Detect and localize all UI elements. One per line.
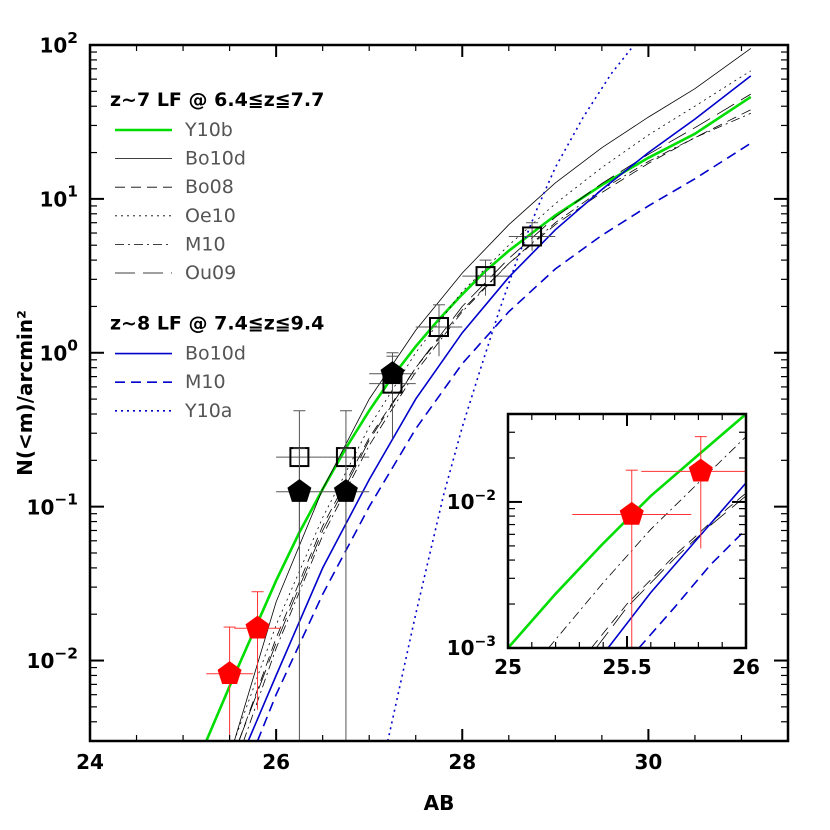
main-legend: z~7 LF @ 6.4≦z≦7.7 Y10b Bo10d Bo08 Oe10 M10 Ou… xyxy=(110,89,324,422)
x-tick-label: 25 xyxy=(494,655,522,679)
curve-z8-m10 xyxy=(256,142,752,741)
x-axis-title: AB xyxy=(424,791,455,815)
legend-label: Bo10d xyxy=(185,343,246,365)
data-point-red-pentagon xyxy=(245,615,270,639)
legend-title: z~8 LF @ 7.4≦z≦9.4 xyxy=(110,313,324,335)
curve-z7-ou09 xyxy=(238,93,752,741)
x-tick-label: 25.5 xyxy=(602,655,651,679)
x-tick-label: 28 xyxy=(448,750,476,774)
y-tick-label: 102 xyxy=(39,29,78,58)
curve-z7-bo10d xyxy=(233,48,752,741)
x-tick-label: 26 xyxy=(262,750,290,774)
legend-label: Bo08 xyxy=(185,176,234,198)
y-axis-title: N(<m)/arcmin² xyxy=(13,310,37,476)
main-axes: 24 26 28 30 10−2 10−1 100 101 102 xyxy=(27,29,790,774)
data-point-black-pentagon xyxy=(380,361,405,384)
curve-z7-y10b xyxy=(205,95,752,741)
data-point-red-pentagon xyxy=(688,458,713,482)
data-point-red-pentagon xyxy=(217,661,242,684)
inset-axes: 25 25.5 26 10−3 10−2 xyxy=(447,412,760,679)
curve-z8-y10a xyxy=(387,45,636,741)
curve-line-2 xyxy=(590,492,746,648)
legend-label: M10 xyxy=(185,371,226,393)
curve-z8-bo10d xyxy=(247,75,752,741)
data-point-black-pentagon xyxy=(287,479,312,502)
data-point-square xyxy=(522,226,543,247)
x-tick-label: 24 xyxy=(76,750,104,774)
curve-line-3 xyxy=(595,495,746,648)
data-point-red-pentagon xyxy=(619,501,644,525)
y-tick-label: 10−2 xyxy=(447,488,496,514)
legend-label: Oe10 xyxy=(185,205,236,227)
inset-background xyxy=(508,414,746,648)
curve-line-5 xyxy=(638,528,746,648)
data-point-square xyxy=(475,266,496,287)
legend-label: M10 xyxy=(185,233,226,255)
data-point-black-pentagon xyxy=(333,479,358,502)
legend-label: Ou09 xyxy=(185,262,236,284)
main-points xyxy=(206,222,556,741)
x-tick-label: 26 xyxy=(732,655,760,679)
inset-points xyxy=(572,436,746,648)
y-tick-label: 10−3 xyxy=(447,634,496,660)
data-point-square xyxy=(429,317,449,338)
y-tick-label: 100 xyxy=(39,337,78,366)
x-tick-label: 30 xyxy=(634,750,662,774)
legend-label: Y10b xyxy=(184,119,233,141)
legend-label: Bo10d xyxy=(185,148,246,170)
curve-line-4 xyxy=(607,482,746,648)
plot-frame xyxy=(88,43,790,743)
y-tick-label: 10−2 xyxy=(27,644,78,673)
y-tick-label: 101 xyxy=(39,183,78,212)
legend-label: Y10a xyxy=(184,400,232,422)
curve-line-1 xyxy=(548,436,746,648)
y-tick-label: 10−1 xyxy=(27,490,78,519)
legend-title: z~7 LF @ 6.4≦z≦7.7 xyxy=(110,89,324,111)
